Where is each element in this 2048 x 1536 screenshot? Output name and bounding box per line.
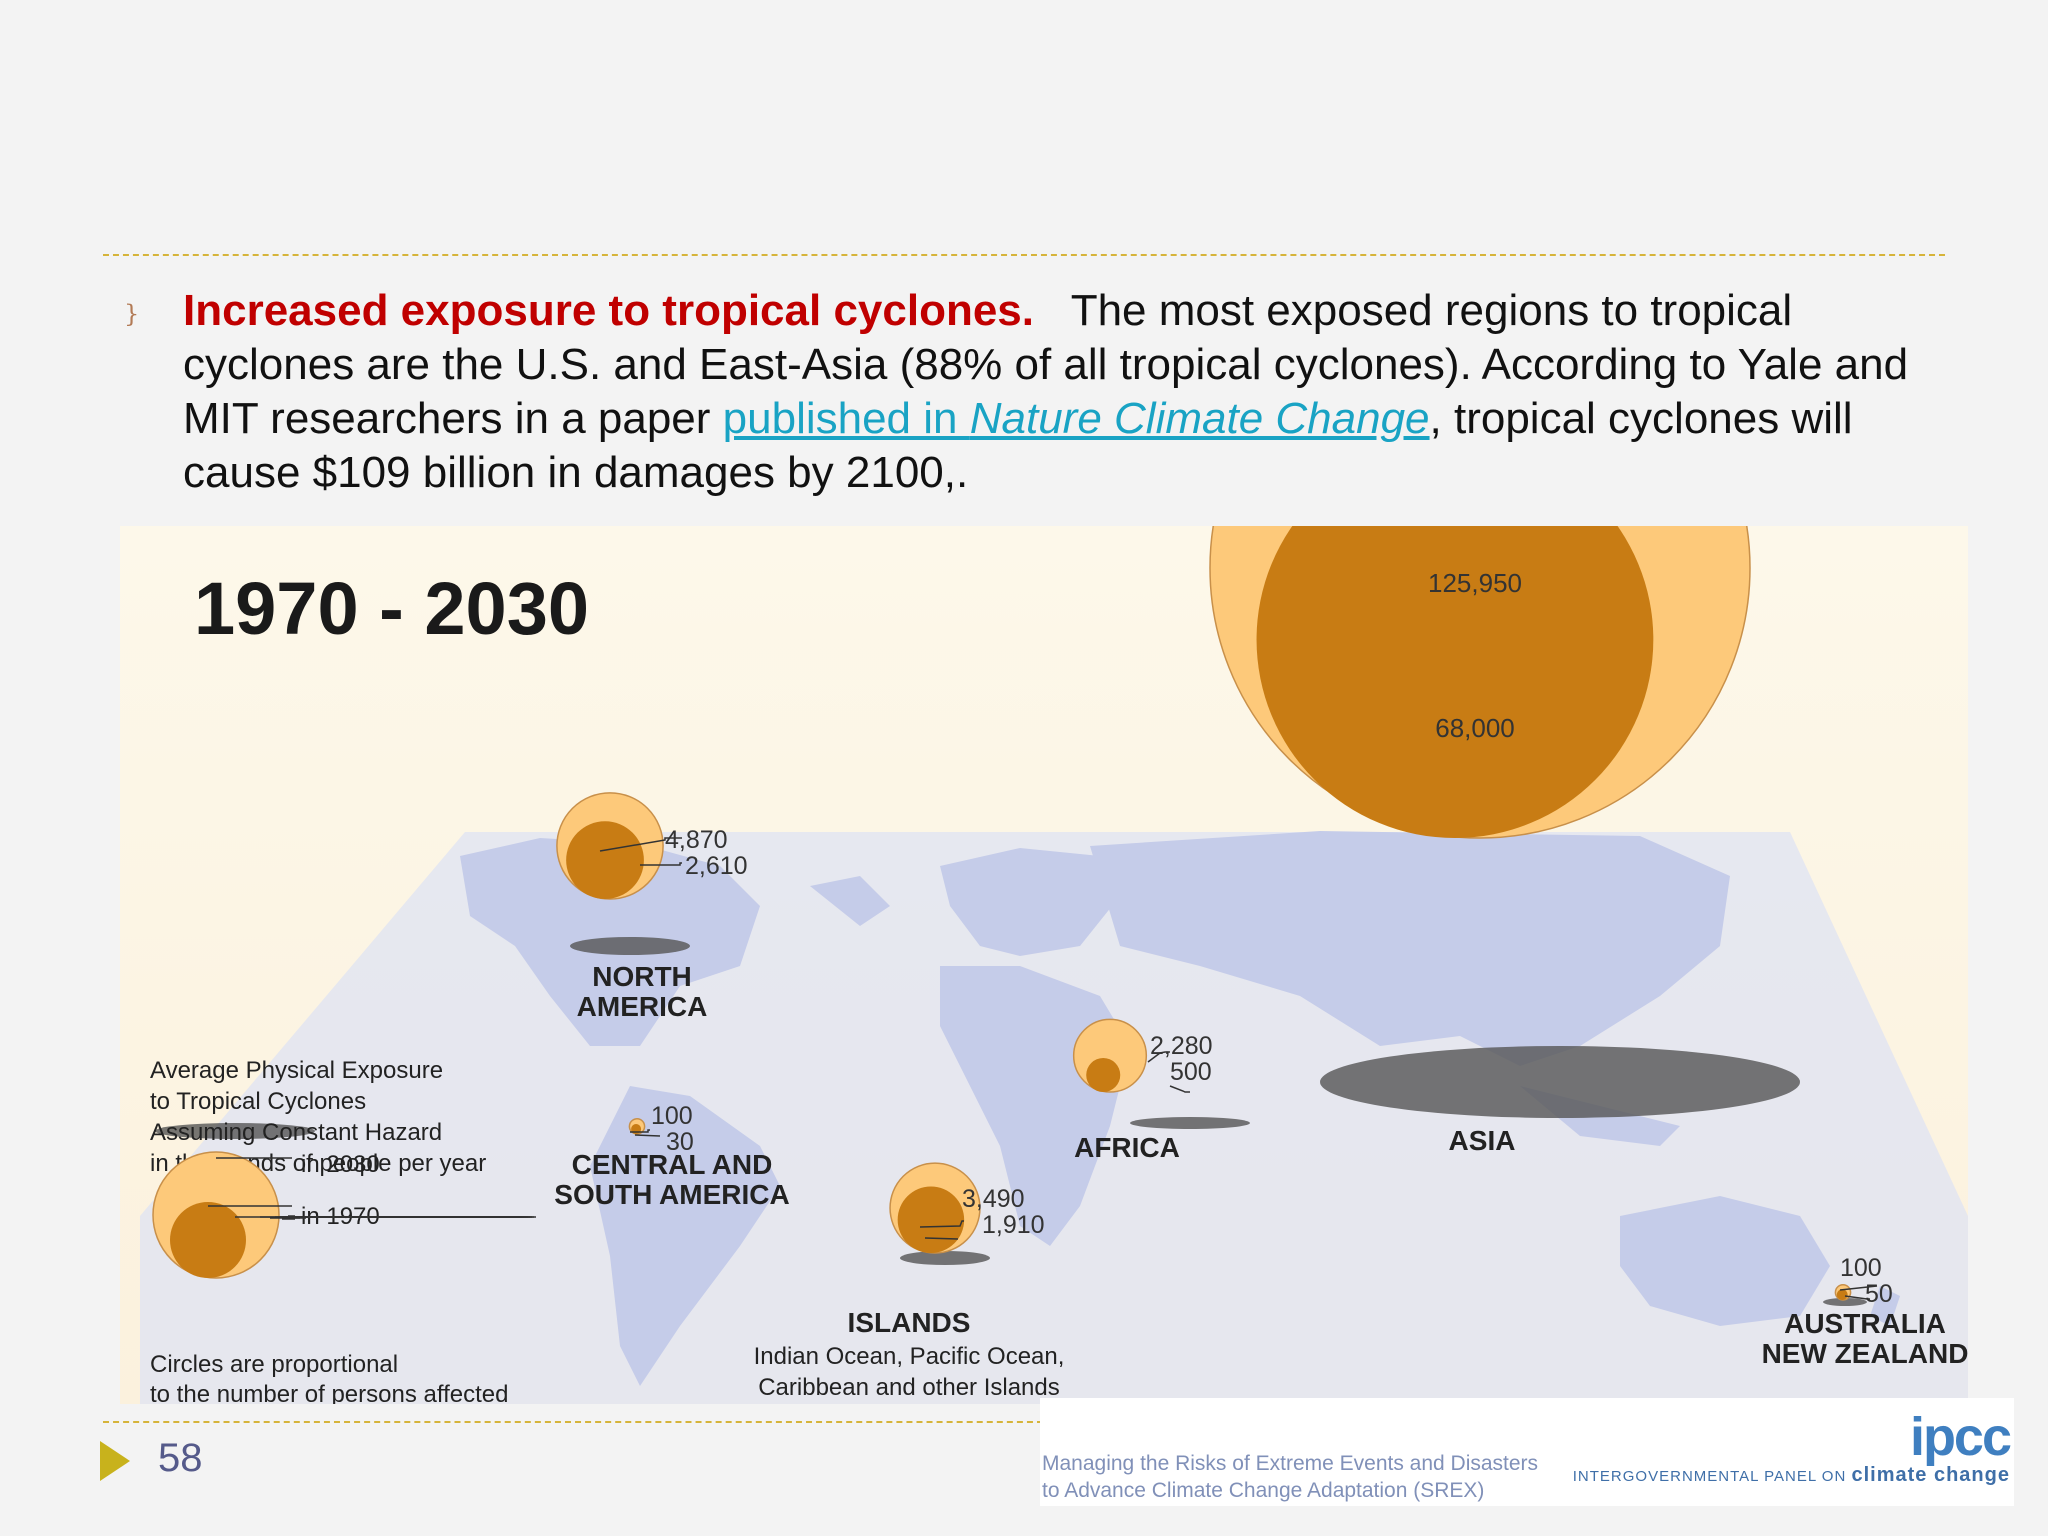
- srex-line-2: to Advance Climate Change Adaptation (SR…: [1042, 1479, 1485, 1502]
- north-america-name-line: AMERICA: [577, 991, 708, 1022]
- africa-label-2030: 2,280: [1150, 1032, 1213, 1060]
- north-america-name-line: NORTH: [592, 961, 692, 992]
- asia-label-1970: 68,000: [1435, 713, 1515, 743]
- legend-text: Average Physical Exposure: [150, 1057, 443, 1084]
- bottom-divider: [103, 1421, 1043, 1423]
- africa-circle-1970: [1086, 1057, 1121, 1092]
- legend-text: Assuming Constant Hazard: [150, 1119, 442, 1146]
- ipcc-tagline: INTERGOVERNMENTAL PANEL ON climate chang…: [1573, 1464, 2010, 1487]
- central-south-america-label-1970: 30: [666, 1128, 694, 1156]
- north-america-circle-1970: [566, 821, 644, 899]
- legend-label-2030: in 2030: [301, 1151, 380, 1178]
- africa-name-line: AFRICA: [1074, 1132, 1180, 1163]
- period-title: 1970 - 2030: [194, 567, 589, 650]
- ipcc-tagline-big: climate change: [1851, 1464, 2010, 1486]
- circle-shadows: [155, 937, 1867, 1306]
- play-triangle-icon: [100, 1441, 130, 1481]
- islands-subtitle-line: Caribbean and other Islands: [758, 1374, 1060, 1401]
- ipcc-logo: ipcc: [1909, 1407, 2012, 1467]
- asia-circle-1970: [1256, 526, 1654, 838]
- legend-circle-1970: [170, 1202, 246, 1278]
- islands-circle-1970: [897, 1186, 965, 1253]
- islands-label-2030: 3,490: [962, 1185, 1025, 1213]
- north-america-label-2030: 4,870: [665, 826, 728, 854]
- leader-lines: [235, 837, 1878, 1300]
- africa-label-1970: 500: [1170, 1058, 1212, 1086]
- srex-caption: Managing the Risks of Extreme Events and…: [1042, 1450, 1538, 1504]
- ipcc-tagline-small: INTERGOVERNMENTAL PANEL ON: [1572, 1468, 1847, 1485]
- asia-name-line: ASIA: [1449, 1125, 1516, 1156]
- bullet-icon: }: [124, 300, 140, 328]
- central-south-america-name-line: CENTRAL AND: [572, 1149, 773, 1180]
- srex-line-1: Managing the Risks of Extreme Events and…: [1042, 1452, 1539, 1475]
- north-america-label-1970: 2,610: [685, 852, 748, 880]
- bullet-heading: Increased exposure to tropical cyclones.: [183, 286, 1034, 335]
- bullet-text-after-link: , tropical cyclones will cause $109 bill…: [183, 394, 1853, 497]
- australia-new-zealand-label-1970: 50: [1865, 1280, 1893, 1308]
- link-text: published in: [722, 394, 970, 443]
- islands-label-1970: 1,910: [982, 1211, 1045, 1239]
- world-map: [460, 831, 1900, 1386]
- legend-note: to the number of persons affected: [150, 1381, 508, 1404]
- islands-subtitle-line: Indian Ocean, Pacific Ocean,: [754, 1343, 1065, 1370]
- top-divider: [103, 254, 1945, 256]
- australia-new-zealand-circle-1970: [1836, 1289, 1848, 1300]
- australia-new-zealand-name-line: AUSTRALIA: [1784, 1308, 1946, 1339]
- link-text-italic: Nature Climate Change: [969, 394, 1430, 443]
- nature-climate-change-link[interactable]: published in Nature Climate Change: [723, 394, 1430, 443]
- legend-text: to Tropical Cyclones: [150, 1088, 366, 1115]
- cyclone-exposure-infographic: 1970 - 2030 4,870 2,610 NORTH AMERICA 100 30 C…: [120, 526, 1968, 1404]
- srex-footer-banner: Managing the Risks of Extreme Events and…: [1040, 1398, 2014, 1506]
- australia-new-zealand-name-line: NEW ZEALAND: [1762, 1338, 1968, 1369]
- page-number: 58: [158, 1436, 203, 1480]
- islands-name-line: ISLANDS: [848, 1307, 971, 1338]
- asia-label-2030: 125,950: [1428, 568, 1522, 598]
- australia-new-zealand-label-2030: 100: [1840, 1254, 1882, 1282]
- central-south-america-label-2030: 100: [651, 1102, 693, 1130]
- legend-note: Circles are proportional: [150, 1351, 398, 1378]
- bullet-paragraph: Increased exposure to tropical cyclones.…: [183, 284, 1943, 500]
- central-south-america-name-line: SOUTH AMERICA: [554, 1179, 789, 1210]
- bullet-text-before-link: The most exposed regions to tropical cyc…: [183, 286, 1909, 443]
- infographic-svg: 1970 - 2030 4,8702,610NORTHAMERICA10030C…: [120, 526, 1968, 1404]
